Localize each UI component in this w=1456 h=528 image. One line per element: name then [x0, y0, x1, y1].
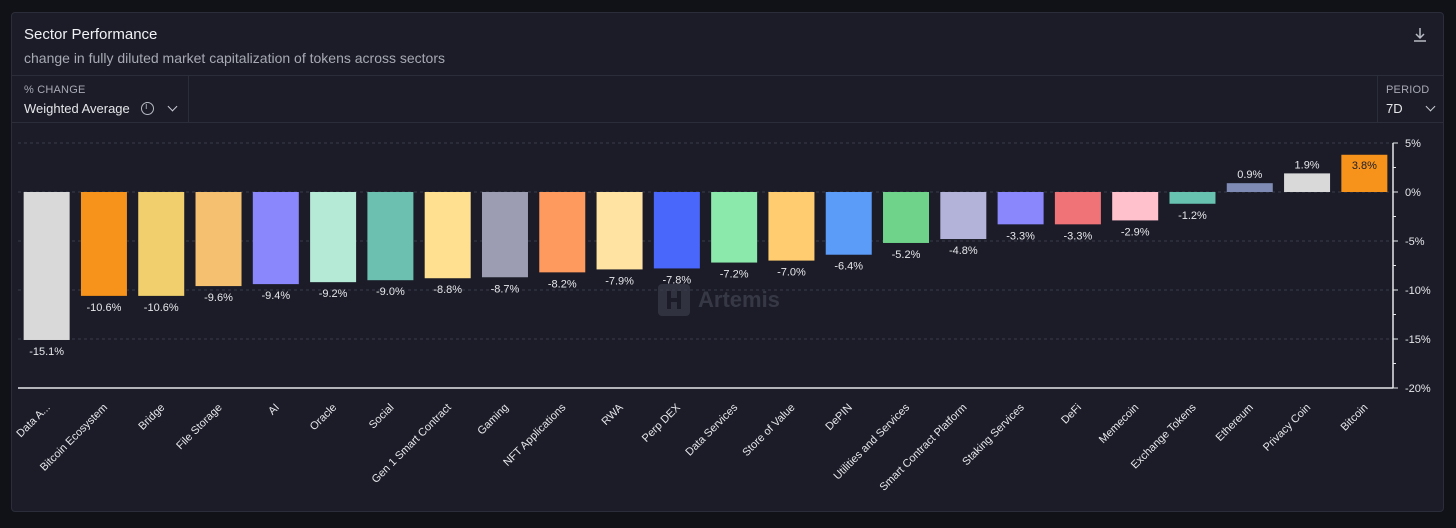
x-tick-label: Bridge [136, 402, 167, 433]
artemis-watermark: Artemis [658, 284, 780, 316]
bar[interactable] [481, 192, 528, 278]
bar[interactable] [940, 192, 987, 240]
data-label: 1.9% [1295, 159, 1320, 171]
metric-value[interactable]: Weighted Average [24, 101, 130, 116]
data-label: -1.2% [1178, 210, 1207, 222]
x-tick-label: RWA [599, 401, 626, 428]
x-tick-label: DePIN [823, 402, 854, 433]
bar[interactable] [138, 192, 185, 296]
bar[interactable] [539, 192, 586, 273]
artemis-logo-icon [658, 284, 690, 316]
data-label: -10.6% [144, 302, 179, 314]
watermark-text: Artemis [698, 287, 780, 312]
data-label: -9.2% [319, 288, 348, 300]
bar[interactable] [23, 192, 70, 340]
data-label: -3.3% [1006, 230, 1035, 242]
bar[interactable] [1112, 192, 1159, 221]
data-label: -7.8% [662, 274, 691, 286]
x-tick-label: Gaming [475, 402, 511, 438]
y-tick-label: -15% [1405, 334, 1431, 346]
y-tick-label: 5% [1405, 138, 1421, 150]
bar[interactable] [1169, 192, 1216, 204]
data-label: -7.2% [720, 269, 749, 281]
x-tick-label: Staking Services [960, 401, 1027, 468]
sector-performance-card: Sector Performance change in fully dilut… [11, 12, 1444, 512]
controls-divider [12, 122, 1443, 123]
bar[interactable] [1284, 173, 1331, 192]
controls-separator [188, 76, 189, 122]
download-icon[interactable] [1411, 26, 1429, 44]
data-label: -5.2% [892, 249, 921, 261]
x-tick-label: Memecoin [1097, 402, 1141, 446]
bar[interactable] [596, 192, 643, 270]
x-tick-label: DeFi [1059, 402, 1084, 427]
x-tick-label: Social [367, 402, 397, 432]
bar[interactable] [768, 192, 815, 261]
x-tick-label: Store of Value [740, 402, 797, 459]
x-tick-label: Data A... [14, 402, 52, 440]
x-tick-label: Data Services [683, 401, 740, 458]
data-label: -15.1% [29, 346, 64, 358]
bar[interactable] [195, 192, 242, 287]
data-label: -2.9% [1121, 226, 1150, 238]
chart-title: Sector Performance [24, 26, 158, 43]
bar[interactable] [424, 192, 471, 279]
x-tick-label: AI [266, 402, 282, 418]
x-tick-label: NFT Applications [501, 401, 568, 468]
metric-label: % CHANGE [24, 84, 86, 96]
y-tick-label: 0% [1405, 187, 1421, 199]
data-label: -9.0% [376, 286, 405, 298]
bar[interactable] [1226, 183, 1273, 192]
bar[interactable] [997, 192, 1044, 225]
x-tick-label: File Storage [174, 402, 224, 452]
x-tick-label: Privacy Coin [1261, 402, 1313, 454]
data-label: -7.0% [777, 267, 806, 279]
bar[interactable] [252, 192, 299, 285]
data-label: -7.9% [605, 275, 634, 287]
bar[interactable] [1054, 192, 1101, 225]
data-label: 0.9% [1237, 169, 1262, 181]
y-tick-label: -10% [1405, 285, 1431, 297]
data-label: -6.4% [834, 261, 863, 273]
bar-chart: 5% 0% -5% -10% -15% -20% -15.1% Data A... -10.6%… [14, 138, 1431, 494]
bar[interactable] [653, 192, 700, 269]
bar[interactable] [80, 192, 127, 296]
x-tick-label: Perp DEX [640, 401, 684, 445]
period-value[interactable]: 7D [1386, 101, 1403, 116]
data-label: 3.8% [1352, 160, 1377, 172]
bar[interactable] [310, 192, 357, 283]
data-label: -8.2% [548, 278, 577, 290]
data-label: -9.4% [261, 290, 290, 302]
data-label: -9.6% [204, 292, 233, 304]
info-icon[interactable] [141, 102, 154, 115]
chart-subtitle: change in fully diluted market capitaliz… [24, 50, 445, 66]
x-tick-label: Oracle [308, 402, 339, 433]
bar[interactable] [1341, 154, 1388, 192]
bar[interactable] [367, 192, 414, 281]
bar[interactable] [711, 192, 758, 263]
y-tick-label: -20% [1405, 383, 1431, 395]
data-label: -4.8% [949, 245, 978, 257]
data-label: -10.6% [87, 302, 122, 314]
x-tick-label: Bitcoin [1339, 402, 1371, 434]
header-divider [12, 75, 1443, 76]
x-tick-label: Ethereum [1214, 402, 1256, 444]
data-label: -3.3% [1064, 230, 1093, 242]
data-label: -8.8% [433, 284, 462, 296]
period-label: PERIOD [1386, 84, 1430, 96]
bar[interactable] [883, 192, 930, 243]
data-label: -8.7% [491, 283, 520, 295]
bar[interactable] [825, 192, 872, 255]
y-tick-label: -5% [1405, 236, 1425, 248]
period-separator [1377, 76, 1378, 122]
